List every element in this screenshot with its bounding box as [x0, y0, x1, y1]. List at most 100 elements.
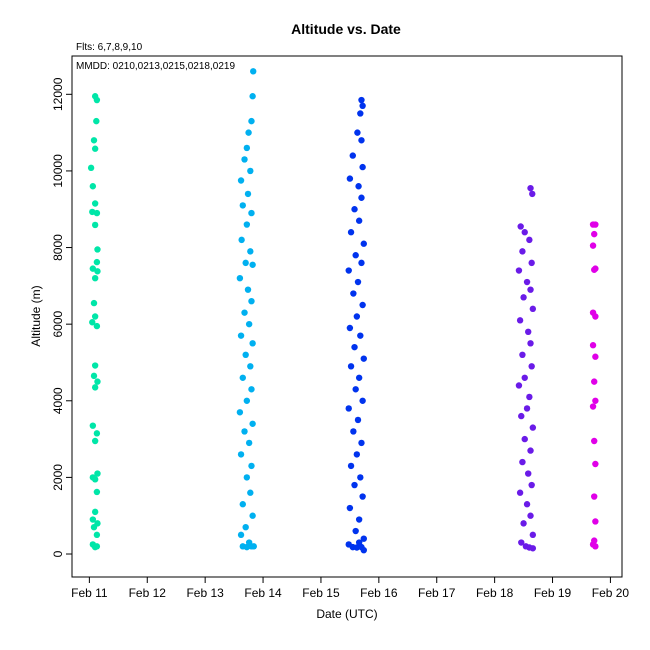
data-point-flight-3 [358, 259, 365, 267]
flights-annotation: Flts: 6,7,8,9,10 [76, 42, 143, 53]
data-point-flight-3 [346, 504, 354, 512]
data-point-flight-1 [93, 488, 101, 496]
data-point-flight-3 [360, 535, 367, 542]
data-point-flight-3 [351, 206, 358, 213]
data-point-flight-3 [352, 252, 359, 259]
data-point-flight-5 [589, 403, 597, 410]
data-point-flight-1 [94, 378, 101, 385]
data-point-flight-4 [515, 382, 523, 389]
data-point-flight-2 [249, 340, 256, 347]
data-point-flight-3 [345, 405, 352, 412]
data-point-flight-4 [519, 351, 526, 359]
data-point-flight-1 [94, 246, 101, 253]
y-tick-label: 6000 [51, 310, 65, 337]
data-point-flight-1 [93, 96, 101, 104]
data-point-flight-2 [238, 236, 245, 244]
data-point-flight-2 [242, 259, 249, 267]
data-point-flight-4 [527, 184, 534, 192]
x-tick-label: Feb 19 [534, 586, 572, 600]
data-point-flight-2 [243, 144, 251, 152]
data-point-flight-4 [517, 223, 524, 230]
data-point-flight-2 [249, 261, 256, 268]
data-point-flight-2 [241, 156, 248, 163]
data-point-flight-3 [354, 278, 362, 286]
x-tick-label: Feb 18 [476, 586, 514, 600]
data-point-flight-2 [241, 428, 248, 435]
data-point-flight-2 [250, 68, 257, 75]
data-point-flight-2 [237, 332, 245, 339]
data-point-flight-1 [94, 470, 101, 477]
data-point-flight-1 [90, 372, 98, 380]
y-tick-label: 10000 [51, 154, 65, 188]
data-point-flight-4 [529, 531, 537, 539]
data-point-flight-3 [355, 183, 362, 190]
data-point-flight-4 [526, 236, 533, 244]
data-point-flight-2 [237, 531, 245, 539]
data-point-flight-2 [243, 474, 251, 481]
dates-annotation: MMDD: 0210,0213,0215,0218,0219 [76, 61, 235, 72]
data-point-flight-5 [592, 353, 599, 360]
data-point-flight-5 [591, 266, 598, 273]
data-point-flight-4 [527, 447, 534, 454]
data-point-flight-3 [354, 416, 362, 424]
data-point-flight-4 [523, 278, 531, 286]
data-point-flight-3 [355, 539, 363, 546]
data-point-flight-2 [248, 462, 255, 470]
data-point-flight-2 [250, 543, 257, 550]
data-point-flight-2 [247, 248, 254, 255]
data-point-flight-4 [527, 340, 534, 347]
data-point-flight-1 [91, 221, 99, 229]
data-point-flight-3 [359, 493, 366, 500]
y-axis: 0 2000 4000 6000 8000 10000 12000 [51, 77, 72, 557]
data-point-flight-2 [239, 501, 246, 508]
data-point-flight-3 [350, 428, 357, 435]
data-point-flight-5 [591, 230, 598, 238]
data-point-flight-3 [351, 481, 358, 489]
data-point-flight-4 [529, 305, 537, 313]
data-point-flight-3 [358, 439, 365, 447]
data-point-flight-3 [357, 474, 364, 481]
data-point-flight-2 [245, 439, 253, 447]
data-point-flight-4 [526, 393, 533, 401]
data-point-flight-4 [518, 539, 525, 546]
x-axis-label: Date (UTC) [316, 607, 377, 621]
data-point-flight-3 [347, 229, 355, 236]
data-point-flight-1 [91, 200, 99, 207]
data-point-flight-3 [359, 397, 366, 404]
data-point-flight-5 [592, 543, 599, 550]
data-point-flight-4 [528, 481, 535, 489]
data-point-flight-3 [355, 374, 363, 381]
x-tick-label: Feb 11 [71, 586, 108, 600]
data-point-flight-3 [345, 267, 352, 274]
data-points [87, 68, 599, 554]
data-point-flight-1 [91, 508, 99, 516]
data-point-flight-4 [528, 259, 535, 267]
data-point-flight-2 [236, 274, 244, 282]
y-tick-label: 4000 [51, 387, 65, 414]
x-tick-label: Feb 16 [360, 586, 398, 600]
data-point-flight-5 [592, 313, 599, 320]
data-point-flight-3 [349, 152, 356, 159]
data-point-flight-1 [91, 274, 99, 282]
y-tick-label: 8000 [51, 234, 65, 261]
data-point-flight-5 [591, 493, 598, 500]
plot-frame [71, 55, 623, 578]
data-point-flight-3 [347, 462, 355, 470]
data-point-flight-2 [249, 512, 256, 519]
data-point-flight-3 [347, 363, 355, 370]
x-tick-label: Feb 13 [186, 586, 224, 600]
data-point-flight-2 [239, 202, 246, 209]
data-point-flight-1 [93, 258, 101, 266]
data-point-flight-2 [237, 177, 245, 184]
data-point-flight-4 [516, 317, 524, 324]
y-tick-label: 0 [51, 550, 65, 557]
data-point-flight-3 [359, 163, 366, 171]
data-point-flight-1 [89, 319, 96, 326]
data-point-flight-2 [248, 297, 255, 305]
data-point-flight-5 [589, 342, 597, 349]
data-point-flight-1 [93, 531, 101, 539]
data-point-flight-4 [523, 405, 531, 412]
data-point-flight-3 [360, 546, 367, 554]
data-point-flight-3 [357, 110, 364, 117]
